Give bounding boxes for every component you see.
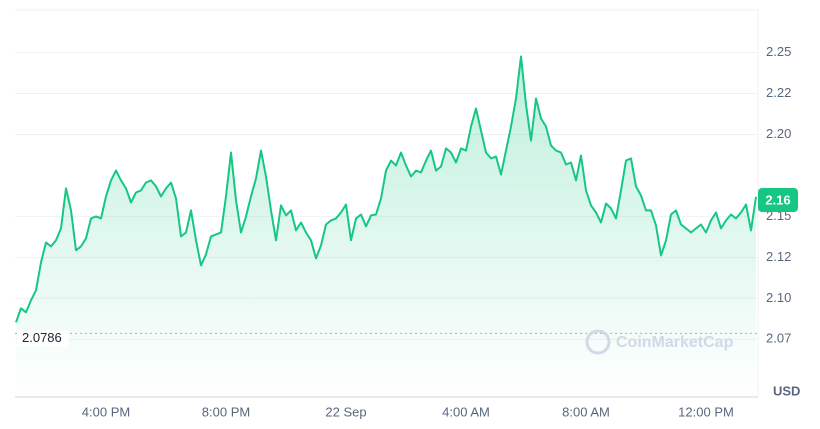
baseline-label: 2.0786: [22, 330, 62, 345]
current-price-label: 2.16: [765, 192, 790, 207]
price-line: [15, 55, 757, 323]
watermark: CoinMarketCap: [585, 329, 734, 355]
watermark-logo: [585, 329, 611, 355]
x-tick-label: 8:00 AM: [562, 404, 610, 419]
y-tick-label: 2.25: [766, 44, 791, 59]
price-area: [16, 56, 756, 395]
x-tick-label: 8:00 PM: [202, 404, 250, 419]
y-tick-label: 2.07: [766, 331, 791, 346]
plot: [15, 55, 758, 395]
x-tick-label: 4:00 PM: [82, 404, 130, 419]
y-tick-label: 2.22: [766, 85, 791, 100]
x-tick-label: 22 Sep: [325, 404, 366, 419]
current-price-badge: [758, 188, 798, 213]
currency-label: USD: [773, 383, 800, 398]
baseline-label-bg: [17, 330, 69, 347]
x-tick-label: 4:00 AM: [442, 404, 490, 419]
watermark-text: CoinMarketCap: [616, 334, 734, 351]
y-tick-label: 2.10: [766, 290, 791, 305]
y-tick-label: 2.20: [766, 126, 791, 141]
y-tick-label: 2.12: [766, 249, 791, 264]
x-tick-label: 12:00 PM: [678, 404, 734, 419]
